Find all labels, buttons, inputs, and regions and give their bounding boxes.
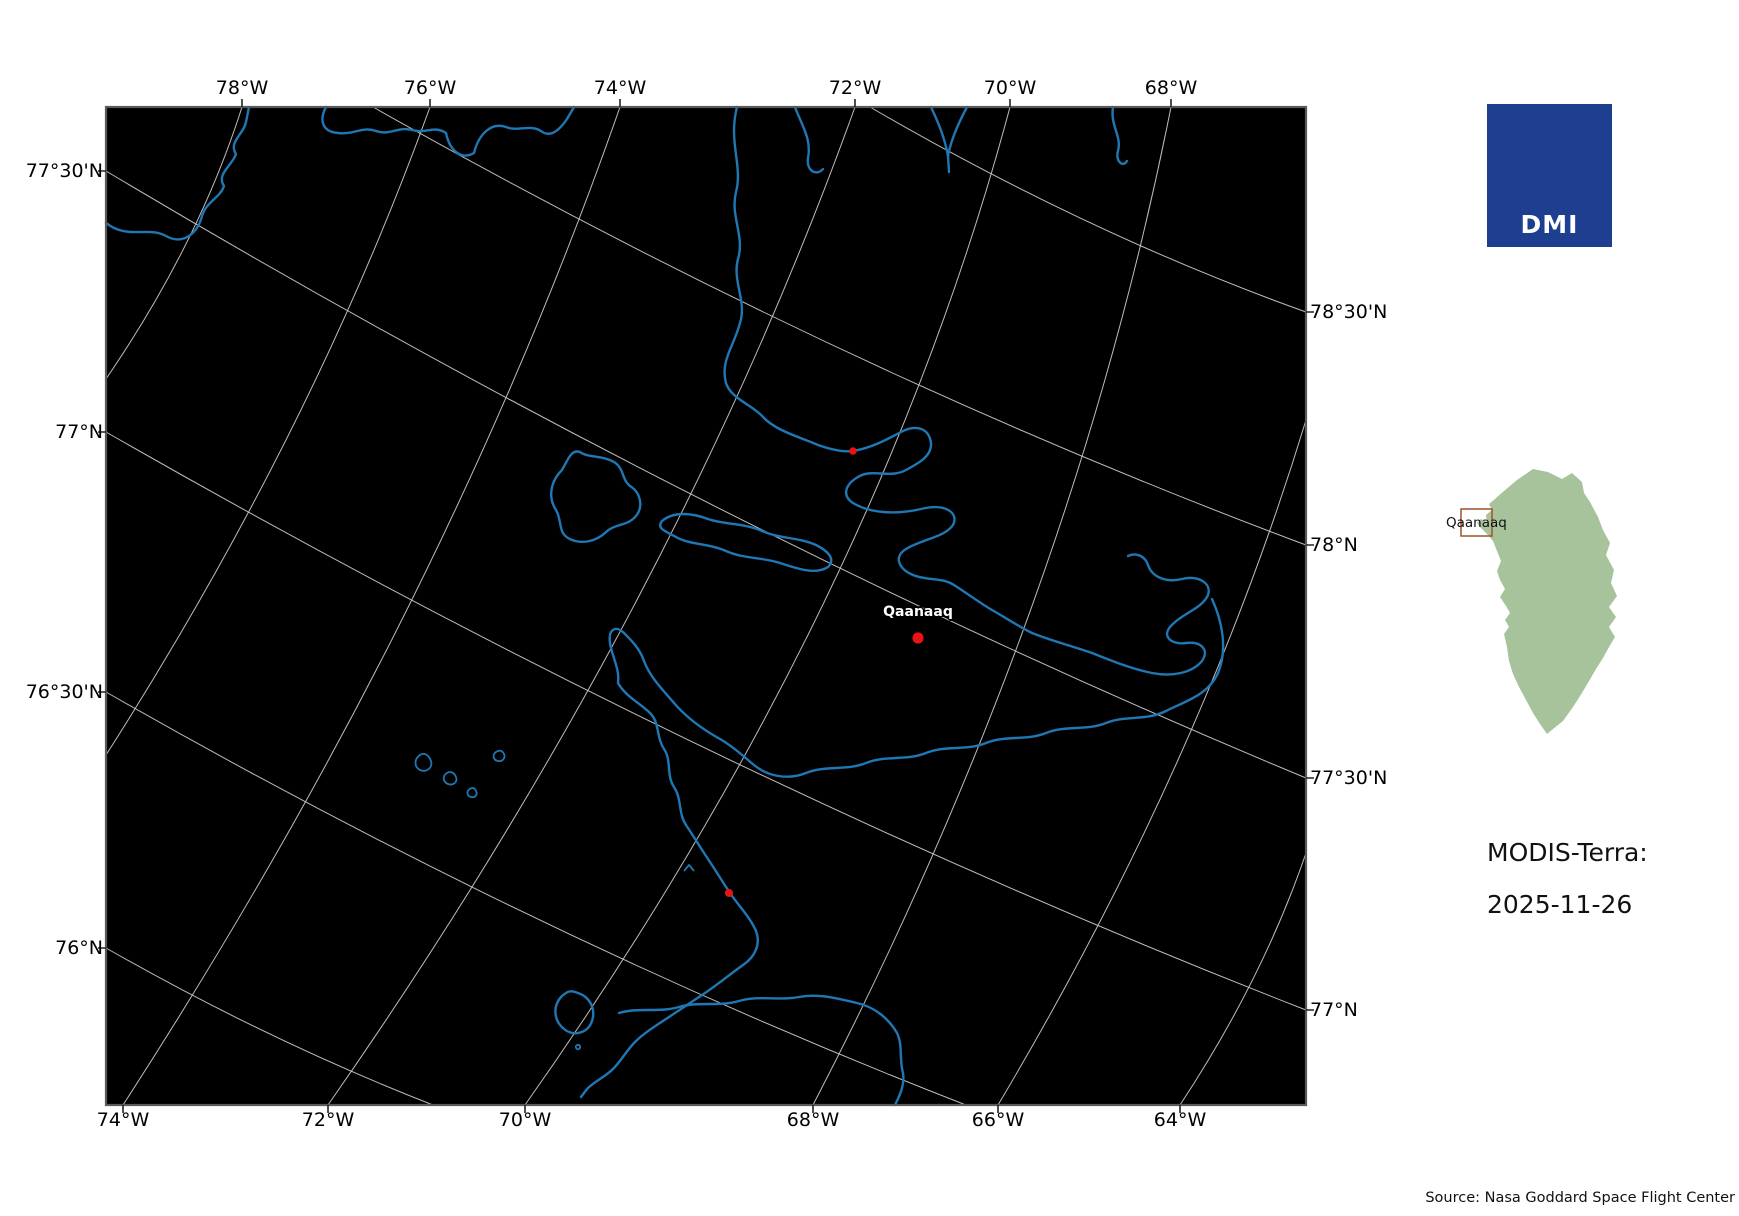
marker-dot-south bbox=[725, 889, 733, 897]
inset-label-qaanaaq: Qaanaaq bbox=[1446, 515, 1507, 531]
axis-label-bottom: 66°W bbox=[971, 1109, 1025, 1131]
axis-label-top: 74°W bbox=[593, 77, 647, 99]
axis-label-top: 68°W bbox=[1144, 77, 1198, 99]
axis-label-bottom: 64°W bbox=[1153, 1109, 1207, 1131]
red-markers bbox=[725, 447, 924, 897]
axis-label-left: 76°N bbox=[55, 937, 103, 959]
axis-label-right: 77°30'N bbox=[1310, 767, 1388, 789]
axis-label-left: 77°N bbox=[55, 421, 103, 443]
caption-satellite: MODIS-Terra: bbox=[1487, 838, 1648, 867]
map-canvas bbox=[106, 107, 1306, 1105]
axis-label-bottom: 68°W bbox=[786, 1109, 840, 1131]
axis-label-top: 78°W bbox=[215, 77, 269, 99]
graticule-meridians bbox=[105, 106, 1307, 1106]
axis-label-bottom: 72°W bbox=[301, 1109, 355, 1131]
axis-label-top: 72°W bbox=[828, 77, 882, 99]
greenland-silhouette bbox=[1477, 469, 1617, 734]
place-label-qaanaaq: Qaanaaq bbox=[883, 604, 953, 620]
dmi-logo-text: DMI bbox=[1520, 210, 1579, 239]
dmi-logo: DMI bbox=[1487, 104, 1612, 247]
source-credit: Source: Nasa Goddard Space Flight Center bbox=[1425, 1190, 1735, 1206]
axis-label-top: 70°W bbox=[983, 77, 1037, 99]
greenland-inset bbox=[1460, 469, 1617, 734]
caption-date: 2025-11-26 bbox=[1487, 890, 1633, 919]
axis-label-bottom: 70°W bbox=[498, 1109, 552, 1131]
marker-dot-qaanaaq bbox=[912, 632, 924, 644]
axis-label-right: 78°N bbox=[1310, 534, 1358, 556]
axis-label-left: 77°30'N bbox=[25, 160, 103, 182]
small-islets bbox=[414, 749, 695, 1051]
graticule-parallels bbox=[105, 106, 1307, 1106]
axis-label-left: 76°30'N bbox=[25, 681, 103, 703]
inset-extent-box bbox=[1460, 508, 1493, 537]
axis-label-right: 77°N bbox=[1310, 999, 1358, 1021]
axis-label-right: 78°30'N bbox=[1310, 301, 1388, 323]
axis-label-top: 76°W bbox=[403, 77, 457, 99]
map-frame bbox=[104, 105, 1308, 1107]
axis-label-bottom: 74°W bbox=[96, 1109, 150, 1131]
coastlines bbox=[104, 105, 1225, 1107]
marker-dot-north bbox=[849, 447, 857, 455]
axis-ticks bbox=[98, 99, 1314, 1113]
